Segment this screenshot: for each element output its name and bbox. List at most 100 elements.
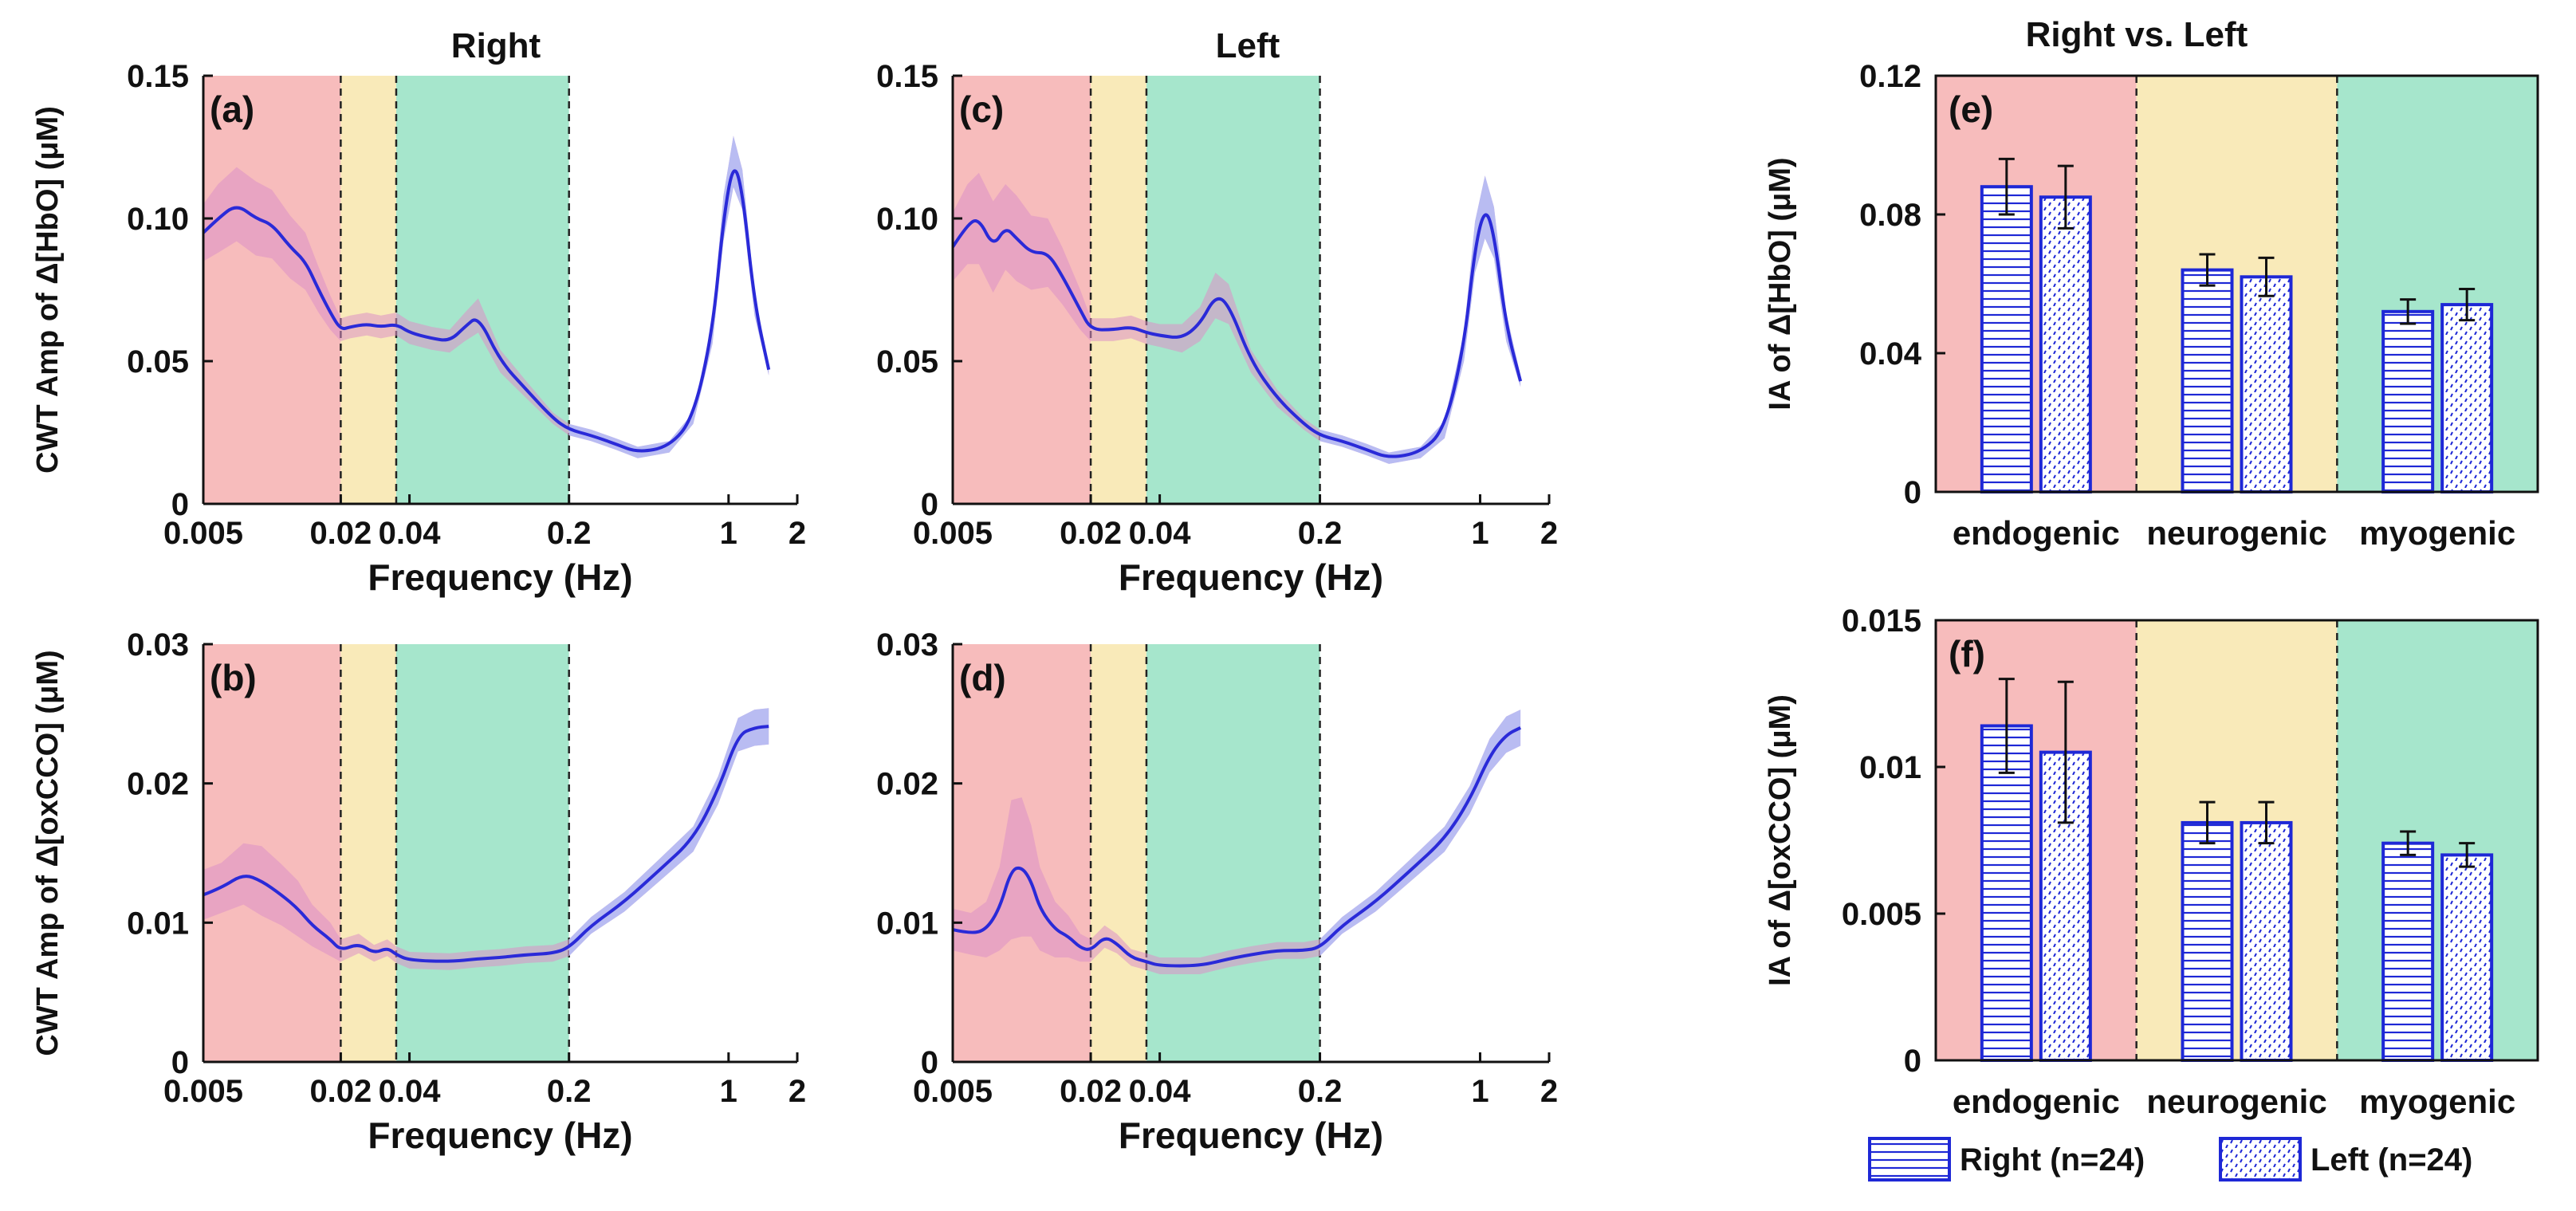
plot-frame [1934, 74, 2539, 493]
error-band-tail [568, 708, 769, 957]
y-tick-label: 0 [171, 1045, 189, 1080]
x-tick-label: 0.005 [913, 516, 993, 551]
x-tick-label: 0.2 [1298, 516, 1343, 551]
band-myogenic [395, 76, 569, 504]
band-neurogenic [1091, 76, 1146, 504]
x-tick-label: 0.04 [379, 1074, 442, 1109]
panel-label: (a) [210, 88, 254, 130]
mean-line [202, 169, 771, 453]
legend: Right (n=24) Left (n=24) [1868, 1137, 2472, 1182]
y-tick-label: 0.10 [876, 202, 938, 237]
title-left: Left [1216, 26, 1280, 65]
band-endogenic [1936, 620, 2137, 1060]
y-tick-label: 0.15 [876, 59, 938, 94]
panel-label: (c) [959, 88, 1004, 130]
x-axis-label: Frequency (Hz) [368, 1115, 632, 1156]
category-label-endogenic: endogenic [1953, 1083, 2120, 1120]
legend-swatch-right [1868, 1137, 1951, 1182]
bar-right-myogenic [2381, 841, 2435, 1063]
bar-right-endogenic [1980, 724, 2033, 1062]
y-tick-label: 0.08 [1859, 198, 1921, 233]
band-endogenic [1936, 76, 2137, 492]
band-neurogenic [340, 76, 396, 504]
mean-line [951, 213, 1523, 458]
x-axis-label: Frequency (Hz) [1119, 1115, 1383, 1156]
y-tick-label: 0.04 [1859, 336, 1922, 372]
legend-label-right: Right (n=24) [1960, 1142, 2145, 1178]
panel-label: (b) [210, 657, 257, 698]
y-tick-label: 0 [171, 487, 189, 522]
band-neurogenic [1091, 644, 1146, 1062]
bar-left-neurogenic [2240, 820, 2293, 1063]
mean-line [952, 726, 1521, 968]
y-tick-label: 0.01 [127, 906, 189, 941]
y-tick-label: 0 [921, 1045, 938, 1080]
x-tick-label: 0.02 [309, 1074, 372, 1109]
panel-c: 0 0.05 0.10 0.15 0.005 0.02 0.04 0.2 1 2 Frequency… [876, 59, 1558, 598]
bar-left-myogenic [2440, 853, 2494, 1063]
panel-label: (d) [959, 657, 1006, 698]
y-tick-label: 0.005 [1842, 897, 1921, 932]
y-tick-label: 0.015 [1842, 604, 1921, 639]
x-tick-label: 0.02 [1060, 1074, 1122, 1109]
y-axis-label: CWT Amp of Δ[oxCCO] (μM) [31, 650, 65, 1056]
y-tick-label: 0.10 [127, 202, 189, 237]
y-tick-label: 0 [1904, 475, 1921, 510]
y-axis-label: IA of Δ[oxCCO] (μM) [1764, 694, 1797, 986]
panel-label: (f) [1949, 633, 1985, 674]
y-tick-label: 0.12 [1859, 59, 1921, 94]
x-tick-label: 0.2 [1298, 1074, 1343, 1109]
title-right: Right [451, 26, 541, 65]
x-tick-label: 1 [1471, 1074, 1489, 1109]
x-axis-label: Frequency (Hz) [1119, 556, 1383, 598]
panel-a: 0 0.05 0.10 0.15 0.005 0.02 0.04 0.2 1 2 Frequency… [31, 59, 806, 598]
category-label-neurogenic: neurogenic [2146, 514, 2326, 552]
bar-left-myogenic [2440, 303, 2494, 493]
x-tick-label: 1 [720, 1074, 737, 1109]
x-tick-label: 0.2 [547, 1074, 592, 1109]
y-tick-label: 0.02 [127, 767, 189, 802]
category-label-myogenic: myogenic [2359, 514, 2515, 552]
y-tick-label: 0.05 [127, 344, 189, 379]
y-tick-label: 0.03 [127, 627, 189, 663]
title-right-vs-left: Right vs. Left [2026, 15, 2248, 54]
x-tick-label: 0.005 [163, 1074, 243, 1109]
x-tick-label: 0.04 [1129, 516, 1192, 551]
y-tick-label: 0 [921, 487, 938, 522]
band-neurogenic [2136, 620, 2338, 1060]
y-tick-label: 0.15 [127, 59, 189, 94]
x-tick-label: 1 [1471, 516, 1489, 551]
panel-d: 00.010.020.030.005 0.02 0.04 0.2 1 2Frequency… [876, 627, 1558, 1156]
category-label-myogenic: myogenic [2359, 1083, 2515, 1120]
x-tick-label: 2 [789, 516, 806, 551]
panel-e: endogenic neurogenic myogenic 0 0.04 0.08 0.12… [1764, 59, 2539, 552]
x-tick-label: 2 [789, 1074, 806, 1109]
y-tick-label: 0.03 [876, 627, 938, 663]
x-tick-label: 0.2 [547, 516, 592, 551]
x-tick-label: 0.02 [309, 516, 372, 551]
legend-swatch-left [2219, 1137, 2302, 1182]
panel-f: endogenic neurogenic myogenic 0 0.005 0.01 0.0… [1764, 604, 2539, 1120]
category-label-neurogenic: neurogenic [2146, 1083, 2326, 1120]
y-tick-label: 0.05 [876, 344, 938, 379]
error-band-tail [1319, 710, 1521, 957]
band-myogenic [2337, 620, 2538, 1060]
bar-left-endogenic [2039, 195, 2092, 493]
x-tick-label: 0.02 [1060, 516, 1122, 551]
band-myogenic [1146, 644, 1320, 1062]
x-tick-label: 2 [1540, 1074, 1558, 1109]
band-endogenic [203, 644, 341, 1062]
band-myogenic [1146, 76, 1320, 504]
y-axis-label: CWT Amp of Δ[HbO] (μM) [31, 106, 65, 474]
y-tick-label: 0.01 [1859, 750, 1921, 785]
x-tick-label: 0.04 [1129, 1074, 1192, 1109]
x-tick-label: 0.005 [913, 1074, 993, 1109]
bar-right-endogenic [1980, 185, 2033, 493]
x-tick-label: 0.04 [379, 516, 442, 551]
legend-label-left: Left (n=24) [2311, 1142, 2472, 1178]
error-band [953, 172, 1521, 464]
y-tick-label: 0 [1904, 1044, 1921, 1079]
x-tick-label: 2 [1540, 516, 1558, 551]
x-axis-label: Frequency (Hz) [368, 556, 632, 598]
